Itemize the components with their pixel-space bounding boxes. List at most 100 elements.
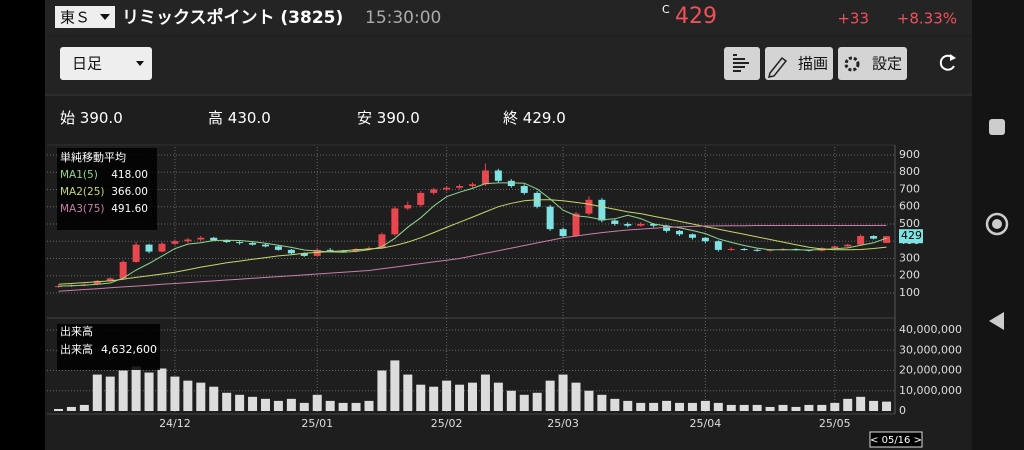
period-box	[60, 47, 152, 80]
candle-body	[404, 204, 412, 209]
candle-body	[210, 237, 218, 241]
y-tick-label: 10,000,000	[899, 384, 962, 397]
volume-bar	[468, 382, 477, 411]
candle-body	[469, 184, 476, 187]
legend-value: 491.60	[111, 203, 148, 215]
dropdown-arrow	[100, 14, 110, 20]
candle-body	[870, 236, 878, 239]
volume-bar	[338, 402, 348, 411]
candle-body	[236, 242, 244, 244]
y-tick-label: 300	[899, 251, 920, 264]
volume-bar	[157, 368, 167, 411]
volume-bar	[183, 380, 193, 411]
volume-bar	[791, 406, 801, 411]
nav-recent[interactable]	[989, 119, 1005, 135]
nav-home-dot	[992, 219, 1002, 229]
legend-title: 単純移動平均	[60, 150, 126, 164]
refresh-icon	[939, 54, 955, 71]
volume-bar	[325, 400, 335, 411]
nav-back[interactable]	[989, 312, 1004, 330]
candle-body	[559, 229, 567, 237]
volume-bar	[248, 396, 258, 411]
volume-bar	[752, 404, 762, 411]
stock-name: リミックスポイント (3825)	[122, 7, 343, 28]
ohlc-value: 429.0	[523, 109, 566, 127]
candle-body	[249, 242, 257, 245]
ohlc-value: 390.0	[80, 109, 123, 127]
y-tick-label: 600	[899, 200, 920, 213]
volume-bar	[196, 382, 206, 411]
x-tick-label: 25/02	[431, 417, 463, 430]
legend-bg	[57, 324, 160, 370]
volume-bar	[79, 404, 89, 411]
settings-button[interactable]: 設定	[838, 47, 907, 80]
volume-bar	[882, 401, 892, 411]
date-nav[interactable]: < 05/16 >	[869, 431, 923, 448]
volume-bar	[843, 398, 853, 411]
volume-bar	[610, 398, 620, 411]
legend-title: 出来高	[60, 324, 93, 338]
volume-bar	[545, 380, 555, 411]
x-tick-label: 25/05	[819, 417, 851, 430]
volume-bar	[623, 400, 633, 411]
volume-bar	[869, 400, 879, 411]
ma-line	[58, 224, 887, 292]
candle-body	[197, 237, 205, 240]
volume-bar	[558, 374, 568, 411]
ohlc-value: 430.0	[228, 109, 271, 127]
market-select[interactable]: 東Ｓ	[55, 6, 115, 28]
candle-body	[701, 237, 709, 242]
candle-body	[326, 249, 334, 251]
period-select[interactable]: 日足	[60, 47, 152, 80]
volume-bar	[675, 402, 685, 411]
candle-body	[443, 187, 451, 190]
volume-bar	[778, 404, 788, 411]
nav-home[interactable]	[985, 212, 1009, 236]
volume-bar	[830, 402, 840, 411]
volume-bar	[377, 370, 387, 411]
price-prefix: C	[662, 3, 670, 16]
volume-bar	[856, 396, 866, 411]
y-tick-label: 20,000,000	[899, 364, 962, 377]
volume-bar	[493, 382, 503, 411]
refresh-arrow	[950, 54, 956, 61]
candle-body	[740, 248, 748, 250]
volume-bar	[299, 402, 309, 411]
y-tick-label: 30,000,000	[899, 343, 962, 356]
candle-body	[753, 249, 761, 251]
time: 15:30:00	[365, 8, 441, 28]
candle-body	[598, 199, 606, 221]
volume-bar	[118, 370, 128, 411]
market-box	[55, 6, 115, 28]
volume-bar	[403, 374, 413, 411]
volume-bar	[636, 402, 646, 411]
volume-bar	[131, 366, 141, 411]
ohlc-low: 安 390.0	[357, 109, 420, 127]
change-pct: +8.33%	[897, 10, 957, 28]
candle-body	[507, 180, 515, 187]
volume-bar	[416, 384, 426, 411]
draw-label: 描画	[798, 55, 828, 73]
ohlc-close: 終 429.0	[503, 109, 566, 127]
candle-body	[650, 223, 658, 226]
candle-body	[274, 246, 282, 250]
volume-bar	[209, 386, 219, 411]
volume-bar	[286, 398, 296, 411]
volume-bar	[687, 402, 697, 411]
volume-bar	[584, 390, 594, 411]
candle-body	[300, 253, 308, 256]
refresh-button[interactable]	[939, 54, 956, 71]
list-button[interactable]	[724, 47, 760, 80]
draw-button[interactable]: 描画	[765, 47, 833, 80]
volume-bar	[804, 404, 814, 411]
y-tick-label: 100	[899, 286, 920, 299]
x-tick-label: 25/01	[301, 417, 333, 430]
candle-body	[119, 261, 127, 279]
price-tag: 429	[901, 229, 922, 242]
candle-body	[430, 189, 438, 193]
candle-body	[145, 244, 153, 252]
candle-body	[261, 244, 269, 247]
volume-bar	[480, 374, 490, 411]
